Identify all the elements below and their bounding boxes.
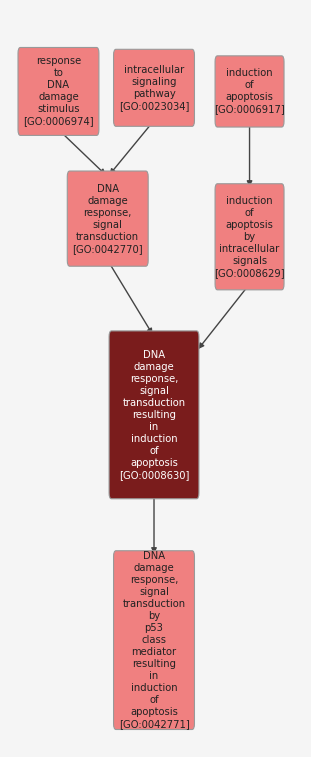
Text: DNA
damage
response,
signal
transduction
by
p53
class
mediator
resulting
in
indu: DNA damage response, signal transduction…: [118, 551, 189, 729]
Text: intracellular
signaling
pathway
[GO:0023034]: intracellular signaling pathway [GO:0023…: [119, 65, 189, 111]
FancyBboxPatch shape: [215, 184, 284, 290]
FancyBboxPatch shape: [109, 331, 199, 499]
FancyBboxPatch shape: [18, 48, 99, 136]
FancyBboxPatch shape: [114, 551, 194, 730]
FancyBboxPatch shape: [215, 56, 284, 127]
Text: induction
of
apoptosis
[GO:0006917]: induction of apoptosis [GO:0006917]: [214, 68, 285, 114]
Text: response
to
DNA
damage
stimulus
[GO:0006974]: response to DNA damage stimulus [GO:0006…: [23, 57, 94, 126]
FancyBboxPatch shape: [114, 49, 194, 126]
Text: DNA
damage
response,
signal
transduction
resulting
in
induction
of
apoptosis
[GO: DNA damage response, signal transduction…: [119, 350, 189, 480]
Text: DNA
damage
response,
signal
transduction
[GO:0042770]: DNA damage response, signal transduction…: [72, 184, 143, 254]
FancyBboxPatch shape: [67, 171, 148, 266]
Text: induction
of
apoptosis
by
intracellular
signals
[GO:0008629]: induction of apoptosis by intracellular …: [214, 196, 285, 278]
